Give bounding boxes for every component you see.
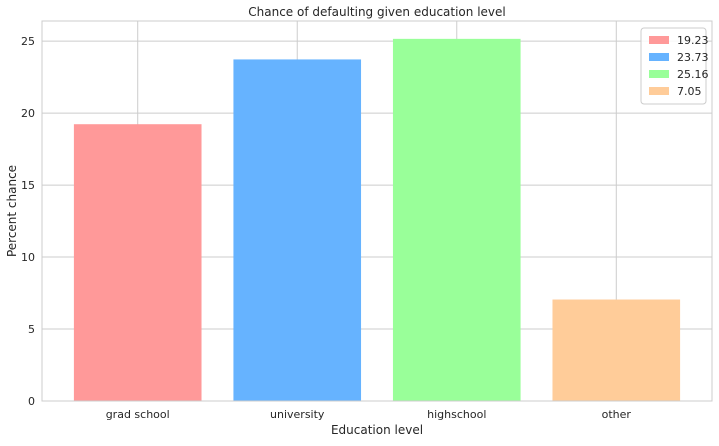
bar-highschool [392,38,521,402]
y-tick-label: 25 [21,35,35,48]
x-tick-label: grad school [106,408,170,421]
legend-label: 7.05 [677,85,702,98]
legend-label: 23.73 [677,51,709,64]
legend-swatch [649,53,669,61]
y-tick-labels: 0 5 10 15 20 25 [21,35,35,408]
legend-frame [640,27,707,105]
x-tick-label: university [270,408,325,421]
x-axis-label: Education level [331,423,423,437]
legend-swatch [649,87,669,95]
legend-swatch [649,36,669,44]
legend-label: 25.16 [677,68,709,81]
bar-university [233,59,362,401]
bar-grad-school [73,124,202,402]
y-axis-label: Percent chance [5,165,19,257]
x-tick-label: other [602,408,632,421]
y-tick-label: 10 [21,251,35,264]
y-tick-label: 20 [21,107,35,120]
bar-other [552,299,681,401]
legend: 19.23 23.73 25.16 7.05 [640,27,709,105]
bars [73,38,681,402]
legend-label: 19.23 [677,34,709,47]
y-tick-label: 0 [28,395,35,408]
plot-frame [41,20,713,402]
chart-title: Chance of defaulting given education lev… [248,5,505,19]
legend-swatch [649,70,669,78]
y-tick-label: 5 [28,323,35,336]
x-tick-labels: grad school university highschool other [106,408,632,421]
x-tick-label: highschool [427,408,486,421]
y-tick-label: 15 [21,179,35,192]
